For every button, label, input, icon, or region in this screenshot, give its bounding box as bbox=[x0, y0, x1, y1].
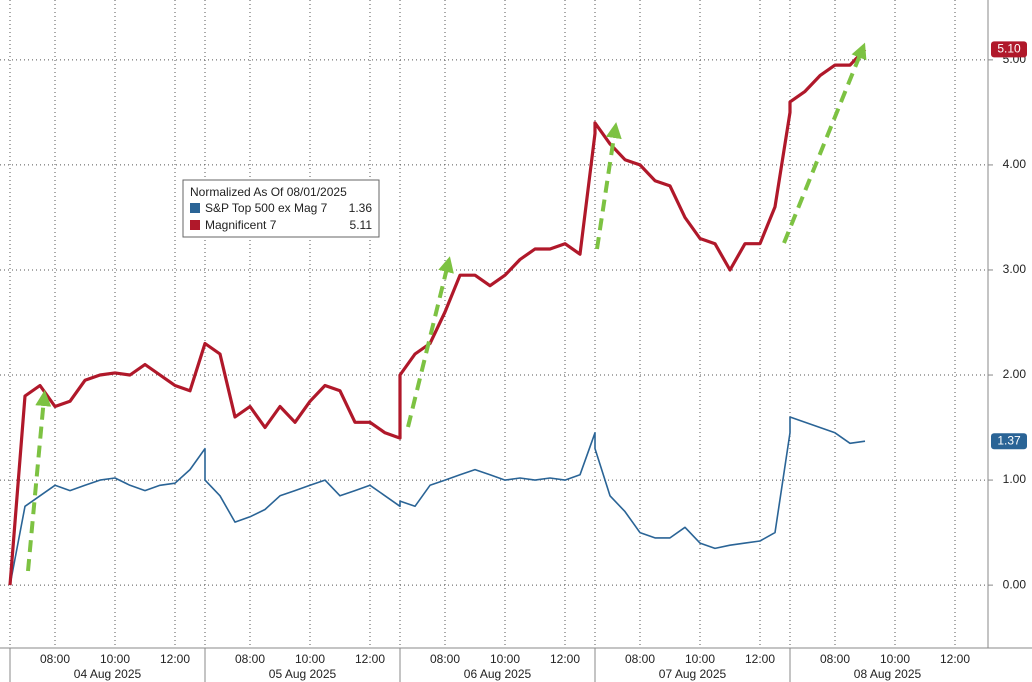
x-tick-label: 08:00 bbox=[235, 652, 265, 666]
legend-box bbox=[182, 179, 380, 238]
last-value-label: 1.37 bbox=[997, 433, 1021, 447]
y-tick-label: 1.00 bbox=[1003, 472, 1027, 486]
day-label: 06 Aug 2025 bbox=[464, 667, 532, 681]
lines bbox=[8, 48, 867, 586]
x-tick-label: 10:00 bbox=[490, 652, 520, 666]
legend-title: Normalized As Of 08/01/2025 bbox=[190, 185, 347, 199]
last-value-badge bbox=[991, 433, 1027, 450]
day-label: 07 Aug 2025 bbox=[659, 667, 727, 681]
x-tick-label: 12:00 bbox=[940, 652, 970, 666]
legend-swatch bbox=[190, 220, 200, 230]
y-tick-label: 3.00 bbox=[1003, 262, 1027, 276]
x-tick-label: 12:00 bbox=[355, 652, 385, 666]
x-tick-label: 08:00 bbox=[40, 652, 70, 666]
series-line bbox=[9, 416, 866, 586]
y-tick-label: 4.00 bbox=[1003, 157, 1027, 171]
x-tick-label: 10:00 bbox=[295, 652, 325, 666]
x-tick-label: 12:00 bbox=[745, 652, 775, 666]
legend-value: 1.36 bbox=[349, 201, 373, 215]
legend-swatch bbox=[190, 203, 200, 213]
x-tick-label: 08:00 bbox=[625, 652, 655, 666]
x-tick-label: 12:00 bbox=[160, 652, 190, 666]
day-label: 05 Aug 2025 bbox=[269, 667, 337, 681]
y-tick-label: 2.00 bbox=[1003, 367, 1027, 381]
x-tick-label: 10:00 bbox=[685, 652, 715, 666]
y-tick-label: 0.00 bbox=[1003, 577, 1027, 591]
arrow bbox=[595, 122, 622, 250]
day-label: 04 Aug 2025 bbox=[74, 667, 142, 681]
day-label: 08 Aug 2025 bbox=[854, 667, 922, 681]
legend-label: S&P Top 500 ex Mag 7 bbox=[205, 201, 328, 215]
x-tick-label: 08:00 bbox=[430, 652, 460, 666]
series-line bbox=[8, 48, 867, 586]
arrow bbox=[782, 42, 867, 244]
x-tick-label: 12:00 bbox=[550, 652, 580, 666]
arrow bbox=[406, 256, 454, 428]
legend-value: 5.11 bbox=[350, 218, 373, 232]
x-tick-label: 10:00 bbox=[880, 652, 910, 666]
legend: Normalized As Of 08/01/2025 S&P Top 500 … bbox=[182, 179, 380, 238]
last-value-badge bbox=[991, 41, 1027, 58]
last-value-label: 5.10 bbox=[997, 42, 1021, 56]
arrow bbox=[26, 390, 52, 572]
annotation-arrows bbox=[26, 42, 867, 572]
x-tick-label: 10:00 bbox=[100, 652, 130, 666]
x-tick-label: 08:00 bbox=[820, 652, 850, 666]
legend-label: Magnificent 7 bbox=[205, 218, 277, 232]
